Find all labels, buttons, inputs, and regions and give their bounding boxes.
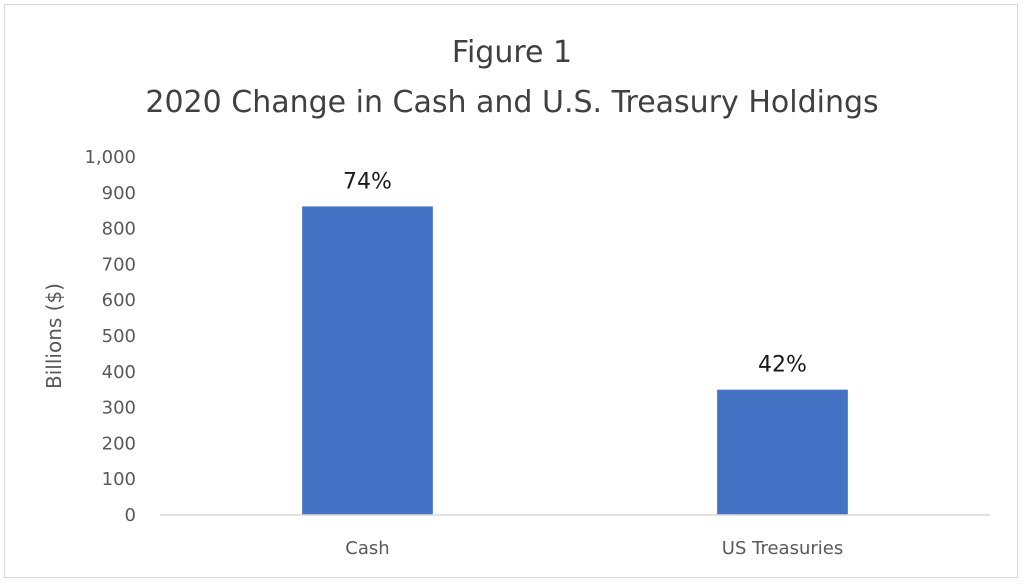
y-tick-label: 500 xyxy=(102,326,136,347)
x-tick-label: Cash xyxy=(345,538,389,559)
bar-data-label: 74% xyxy=(343,169,392,194)
y-tick-label: 900 xyxy=(102,183,136,204)
y-tick-label: 700 xyxy=(102,254,136,275)
bar-data-label: 42% xyxy=(758,353,807,378)
y-axis-ticks: 0 100 200 300 400 500 600 700 800 900 1,000 xyxy=(84,147,136,526)
chart-frame xyxy=(4,4,1018,578)
y-tick-label: 400 xyxy=(102,362,136,383)
bar-us-treasuries xyxy=(717,389,848,515)
y-tick-label: 200 xyxy=(102,433,136,454)
y-tick-label: 1,000 xyxy=(84,147,136,168)
x-tick-label: US Treasuries xyxy=(722,538,843,559)
bars xyxy=(302,206,848,516)
chart-title-line-1: Figure 1 xyxy=(452,35,572,70)
y-tick-label: 300 xyxy=(102,398,136,419)
y-tick-label: 800 xyxy=(102,219,136,240)
y-tick-label: 0 xyxy=(125,505,136,526)
y-axis-title: Billions ($) xyxy=(42,283,66,389)
x-axis-ticks: Cash US Treasuries xyxy=(345,538,843,559)
bar-cash xyxy=(302,206,433,516)
chart-title-line-2: 2020 Change in Cash and U.S. Treasury Ho… xyxy=(145,85,878,120)
y-tick-label: 100 xyxy=(102,469,136,490)
y-tick-label: 600 xyxy=(102,290,136,311)
bar-data-labels: 74% 42% xyxy=(343,169,807,377)
